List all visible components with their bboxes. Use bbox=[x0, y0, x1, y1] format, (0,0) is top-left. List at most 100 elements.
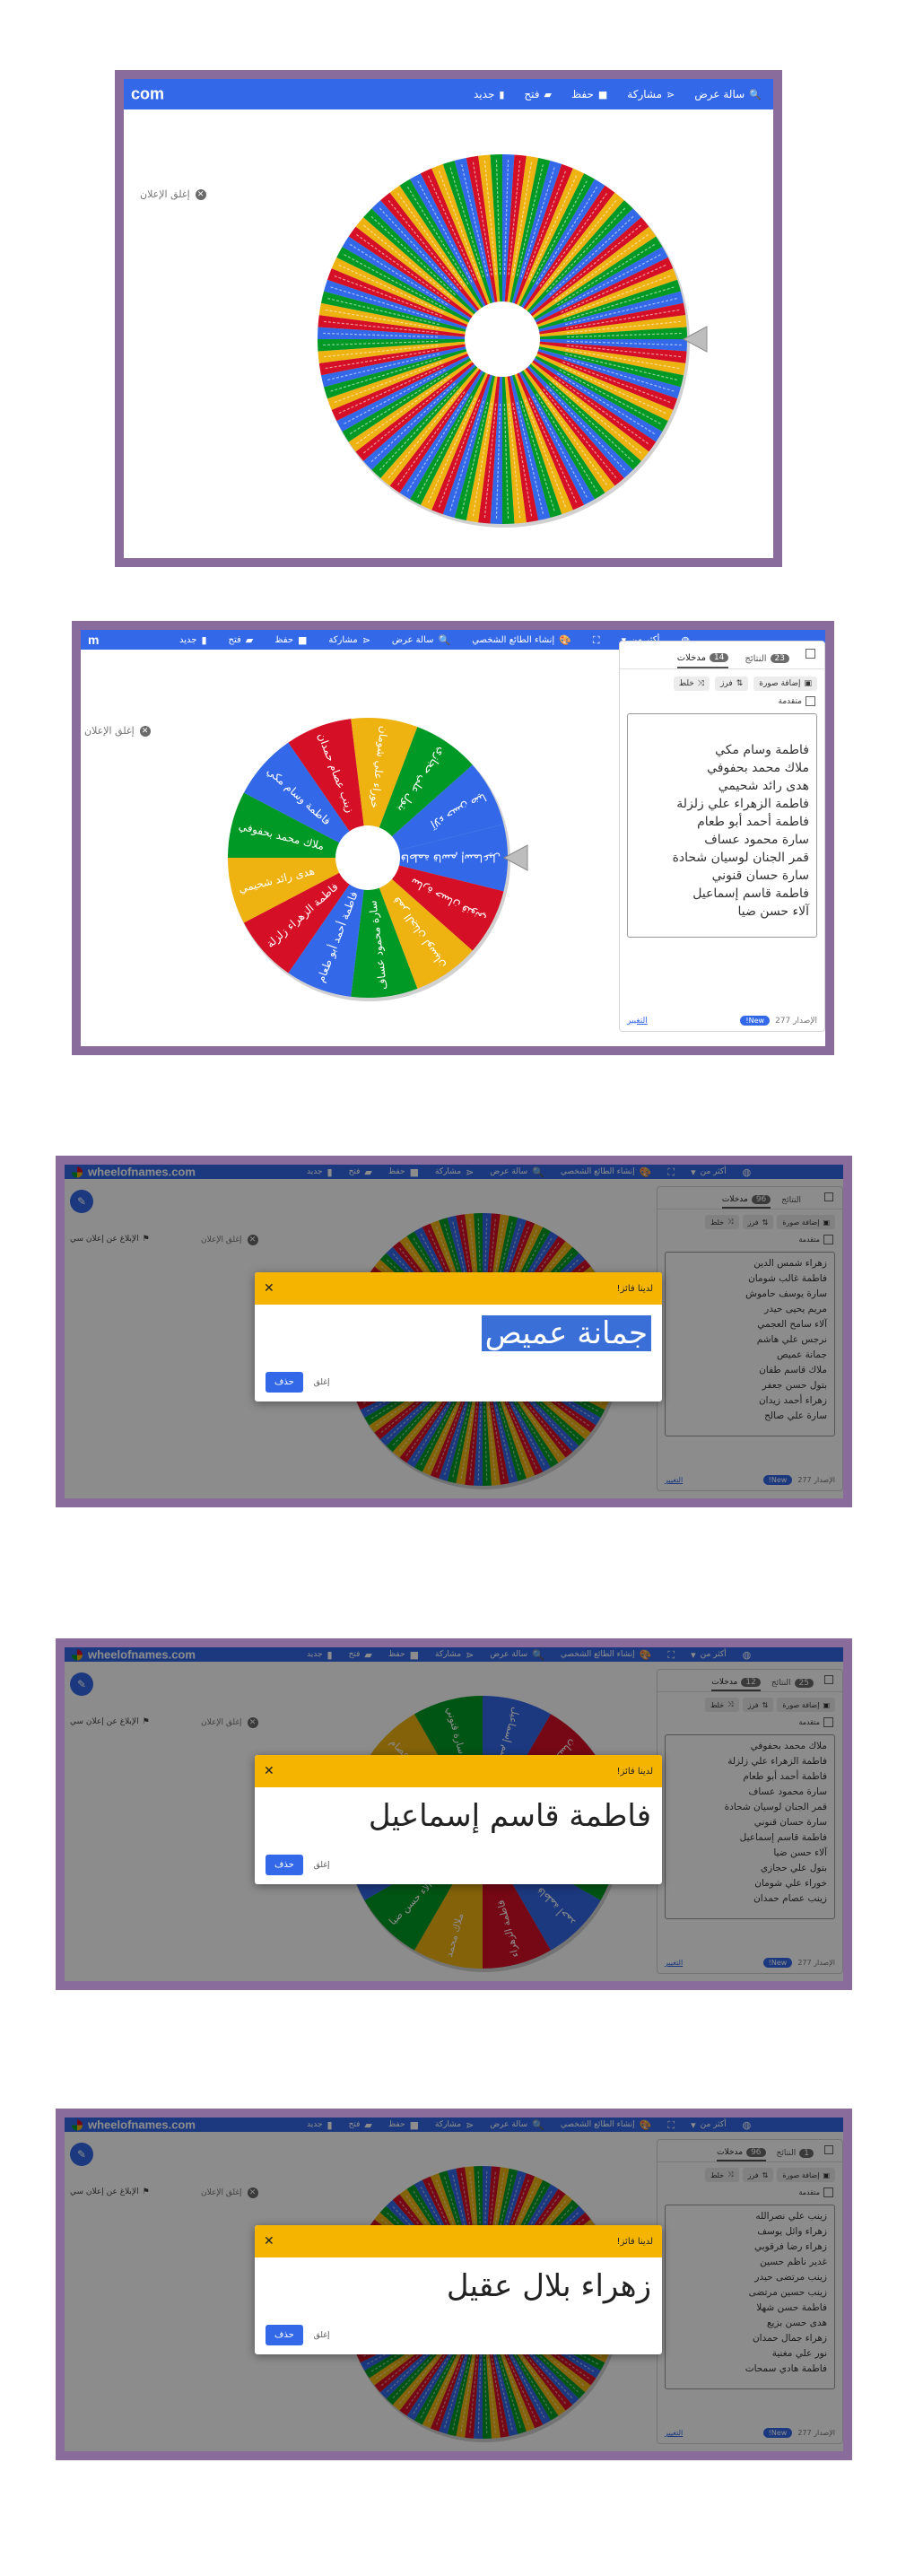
fullscreen-button[interactable]: ⛶ bbox=[667, 2120, 675, 2130]
remove-button[interactable]: حذف bbox=[266, 2325, 303, 2345]
brand-logo[interactable]: wheelofnames.com bbox=[72, 1648, 196, 1662]
edit-button[interactable]: ✎ bbox=[70, 1672, 93, 1696]
close-icon[interactable]: ✕ bbox=[264, 1764, 274, 1778]
new-badge[interactable]: New! bbox=[762, 2428, 793, 2438]
close-icon[interactable]: ✕ bbox=[264, 1281, 274, 1296]
entries-textarea[interactable]: ملاك محمد بحفوفي فاطمة الزهراء علي زلزلة ف… bbox=[665, 1734, 835, 1919]
create-title-button[interactable]: 🎨 إنشاء الطائع الشخصي bbox=[472, 633, 571, 646]
save-button[interactable]: ■ حفظ bbox=[571, 88, 608, 100]
report-ad-button[interactable]: ⚑ الإبلاغ عن إعلان سي bbox=[70, 1717, 150, 1726]
report-ad-button[interactable]: ⚑ الإبلاغ عن إعلان سي bbox=[70, 2187, 150, 2196]
share-button[interactable]: ⋖ مشاركة bbox=[434, 1648, 475, 1661]
tab-results[interactable]: 1 النتائج bbox=[777, 2145, 814, 2161]
new-badge[interactable]: New! bbox=[762, 1958, 793, 1968]
hide-panel-checkbox[interactable] bbox=[824, 2145, 833, 2161]
open-button[interactable]: ▰ فتح bbox=[348, 1648, 372, 1661]
more-menu[interactable]: أكثر من ▾ bbox=[621, 633, 660, 646]
new-button[interactable]: ▮ جديد bbox=[179, 633, 207, 646]
advanced-checkbox[interactable]: متقدمة bbox=[658, 2184, 842, 2201]
edit-button[interactable]: ✎ bbox=[70, 2143, 93, 2166]
tab-entries[interactable]: 96 مدخلات bbox=[717, 2145, 766, 2161]
close-icon[interactable]: ✕ bbox=[264, 2234, 274, 2249]
save-button[interactable]: ■ حفظ bbox=[388, 1166, 419, 1178]
create-title-button[interactable]: 🎨 إنشاء الطائع الشخصي bbox=[560, 1166, 652, 1178]
language-button[interactable]: ◍ bbox=[743, 1167, 752, 1177]
close-ad-button[interactable]: ✕ إغلق الإعلان bbox=[140, 188, 206, 200]
shuffle-button[interactable]: ⤨ خلط bbox=[673, 677, 710, 691]
create-title-button[interactable]: 🎨 إنشاء الطائع الشخصي bbox=[560, 1648, 652, 1661]
close-button[interactable]: إغلق bbox=[313, 2330, 330, 2340]
tab-results[interactable]: النتائج bbox=[781, 1196, 801, 1205]
brand-logo[interactable]: m bbox=[88, 633, 100, 647]
save-button[interactable]: ■ حفظ bbox=[388, 1648, 419, 1661]
brand-logo[interactable]: wheelofnames.com bbox=[72, 2118, 196, 2132]
share-button[interactable]: ⋖ مشاركة bbox=[434, 2118, 475, 2131]
add-image-button[interactable]: ▣ إضافة صورة bbox=[777, 1698, 835, 1712]
remove-button[interactable]: حذف bbox=[266, 1372, 303, 1393]
shuffle-button[interactable]: ⤨ خلط bbox=[704, 1698, 739, 1712]
tab-results[interactable]: 23 النتائج bbox=[745, 649, 789, 668]
close-ad-button[interactable]: ✕ إغلق الإعلان bbox=[201, 1717, 258, 1728]
gallery-button[interactable]: 🔍 سالة عرض bbox=[490, 1648, 544, 1661]
gallery-button[interactable]: 🔍 سالة عرض bbox=[490, 2118, 544, 2131]
shuffle-button[interactable]: ⤨ خلط bbox=[704, 1215, 739, 1229]
new-badge[interactable]: New! bbox=[740, 1016, 771, 1026]
tab-entries[interactable]: 12 مدخلات bbox=[711, 1675, 761, 1691]
language-button[interactable]: ◍ bbox=[743, 2120, 752, 2130]
close-button[interactable]: إغلق bbox=[313, 1377, 330, 1387]
changelog-link[interactable]: التغيير bbox=[665, 2429, 684, 2437]
changelog-link[interactable]: التغيير bbox=[665, 1959, 684, 1967]
hide-panel-checkbox[interactable] bbox=[806, 649, 815, 668]
sort-button[interactable]: ⇅ فرز bbox=[715, 677, 749, 691]
shuffle-button[interactable]: ⤨ خلط bbox=[704, 2168, 739, 2182]
tab-entries[interactable]: 14 مدخلات bbox=[676, 649, 729, 668]
new-button[interactable]: ▮ جديد bbox=[307, 1648, 333, 1661]
fullscreen-button[interactable]: ⛶ bbox=[667, 1167, 675, 1177]
add-image-button[interactable]: ▣ إضافة صورة bbox=[777, 2168, 835, 2182]
tab-entries[interactable]: 96 مدخلات bbox=[721, 1192, 771, 1209]
open-button[interactable]: ▰ فتح bbox=[348, 1166, 372, 1178]
new-button[interactable]: ▮ جديد bbox=[474, 88, 505, 100]
add-image-button[interactable]: ▣ إضافة صورة bbox=[777, 1215, 835, 1229]
language-button[interactable]: ◍ bbox=[743, 1650, 752, 1660]
gallery-button[interactable]: 🔍 سالة عرض bbox=[490, 1166, 544, 1178]
tab-results[interactable]: 25 النتائج bbox=[771, 1675, 814, 1691]
edit-button[interactable]: ✎ bbox=[70, 1190, 93, 1213]
advanced-checkbox[interactable]: متقدمة bbox=[658, 1714, 842, 1731]
sort-button[interactable]: ⇅ فرز bbox=[742, 1698, 774, 1712]
fullscreen-button[interactable]: ⛶ bbox=[667, 1650, 675, 1660]
more-menu[interactable]: أكثر من ▾ bbox=[691, 1648, 727, 1661]
wheel-1[interactable] bbox=[314, 151, 708, 528]
close-button[interactable]: إغلق bbox=[313, 1860, 330, 1870]
language-button[interactable]: ◍ bbox=[681, 635, 690, 645]
hide-panel-checkbox[interactable] bbox=[824, 1675, 833, 1691]
advanced-checkbox[interactable]: متقدمة bbox=[620, 693, 824, 710]
sort-button[interactable]: ⇅ فرز bbox=[742, 2168, 774, 2182]
open-button[interactable]: ▰ فتح bbox=[524, 88, 552, 100]
open-button[interactable]: ▰ فتح bbox=[348, 2118, 372, 2131]
advanced-checkbox[interactable]: متقدمة bbox=[658, 1231, 842, 1248]
report-ad-button[interactable]: ⚑ الإبلاغ عن إعلان سي bbox=[70, 1235, 150, 1244]
close-ad-button[interactable]: ✕ إغلق الإعلان bbox=[84, 725, 151, 737]
close-ad-button[interactable]: ✕ إغلق الإعلان bbox=[201, 1235, 258, 1245]
add-image-button[interactable]: ▣ إضافة صورة bbox=[753, 677, 817, 691]
entries-textarea[interactable]: زهراء شمس الدين فاطمة غالب شومان سارة يوسف… bbox=[665, 1252, 835, 1436]
gallery-button[interactable]: 🔍 سالة عرض bbox=[391, 633, 451, 646]
remove-button[interactable]: حذف bbox=[266, 1855, 303, 1875]
entries-textarea[interactable]: فاطمة وسام مكي ملاك محمد بحفوفي هدى رائد ش… bbox=[627, 713, 817, 938]
share-button[interactable]: ⋖ مشاركة bbox=[434, 1166, 475, 1178]
open-button[interactable]: ▰ فتح bbox=[228, 633, 254, 646]
new-badge[interactable]: New! bbox=[762, 1475, 793, 1485]
changelog-link[interactable]: التغيير bbox=[627, 1016, 648, 1026]
more-menu[interactable]: أكثر من ▾ bbox=[691, 2118, 727, 2131]
new-button[interactable]: ▮ جديد bbox=[307, 2118, 333, 2131]
share-button[interactable]: ⋖ مشاركة bbox=[328, 633, 370, 646]
save-button[interactable]: ■ حفظ bbox=[274, 633, 308, 646]
new-button[interactable]: ▮ جديد bbox=[307, 1166, 333, 1178]
entries-textarea[interactable]: زينب علي نصرالله زهراء وائل يوسف زهراء رضا… bbox=[665, 2205, 835, 2389]
changelog-link[interactable]: التغيير bbox=[665, 1476, 684, 1484]
brand-logo[interactable]: wheelofnames.com bbox=[72, 1166, 196, 1179]
more-menu[interactable]: أكثر من ▾ bbox=[691, 1166, 727, 1178]
brand-logo[interactable]: com bbox=[131, 84, 165, 103]
